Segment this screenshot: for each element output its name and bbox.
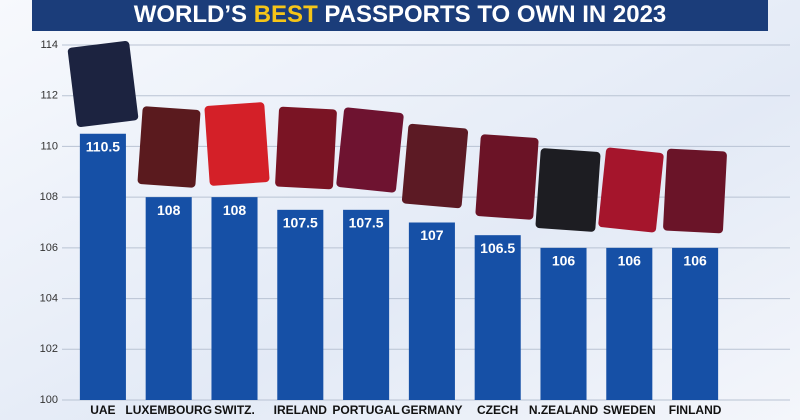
value-label: 108 [157,202,181,218]
passport-image [336,107,404,193]
bar [277,209,324,400]
value-label: 106 [683,253,707,269]
y-tick-label: 108 [40,191,58,203]
title-part: WORLD’S [134,1,254,28]
bar [145,197,192,400]
value-label: 110.5 [86,138,120,154]
value-label: 106 [552,253,576,269]
bar [343,209,390,400]
x-tick-label: CZECH [477,403,518,417]
passport-image [67,40,139,128]
bar [540,247,587,400]
passport-images [67,40,727,234]
x-tick-label: UAE [90,403,115,417]
passport-image [275,106,337,190]
value-label: 106.5 [480,240,515,256]
bar [474,235,521,400]
title-band [32,0,768,31]
bar [79,133,126,400]
passport-image [204,102,270,186]
passport-image [137,106,201,188]
title-part: PASSPORTS TO OWN IN 2023 [318,1,667,28]
value-label: 108 [223,202,247,218]
y-tick-label: 106 [40,242,58,254]
x-tick-label: PORTUGAL [332,403,399,417]
y-tick-label: 110 [40,140,58,152]
bar [606,247,653,400]
chart-title: WORLD’S BEST PASSPORTS TO OWN IN 2023 [134,1,667,28]
y-tick-label: 112 [40,90,58,102]
y-tick-label: 114 [40,39,58,51]
value-label: 106 [618,253,642,269]
x-tick-label: N.ZEALAND [529,403,599,417]
x-tick-label: SWITZ. [214,403,255,417]
y-tick-label: 100 [40,394,58,406]
y-tick-label: 104 [40,292,58,304]
passport-image [475,134,539,220]
bar [672,247,719,400]
title-part: BEST [254,1,318,28]
bar [408,222,455,400]
passport-image [598,147,664,233]
x-tick-label: IRELAND [274,403,328,417]
value-label: 107.5 [349,215,384,231]
x-tick-label: SWEDEN [603,403,656,417]
x-tick-label: FINLAND [669,403,722,417]
passport-image [401,123,469,209]
passport-image [535,148,601,232]
passport-image [663,148,727,234]
y-tick-label: 102 [40,343,58,355]
value-label: 107 [420,227,444,243]
value-label: 107.5 [283,215,318,231]
x-tick-label: GERMANY [401,403,462,417]
bar [211,197,258,400]
x-tick-label: LUXEMBOURG [125,403,212,417]
